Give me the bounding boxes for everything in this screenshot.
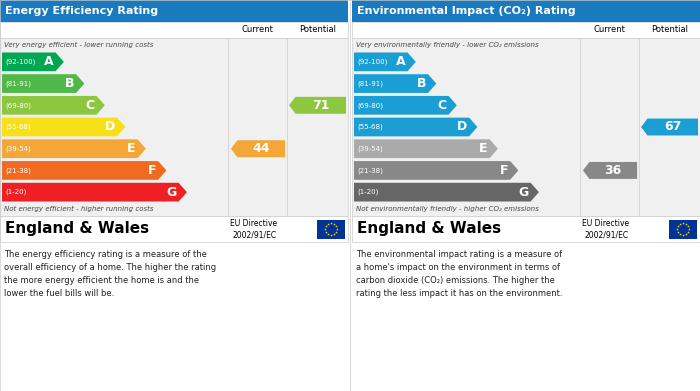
Text: 44: 44	[253, 142, 270, 155]
Text: E: E	[127, 142, 136, 155]
Text: Environmental Impact (CO₂) Rating: Environmental Impact (CO₂) Rating	[357, 6, 575, 16]
Polygon shape	[354, 118, 477, 136]
Text: (69-80): (69-80)	[357, 102, 383, 109]
Text: EU Directive
2002/91/EC: EU Directive 2002/91/EC	[230, 219, 277, 239]
Bar	[352, 22, 700, 38]
Bar	[0, 38, 348, 216]
Text: (21-38): (21-38)	[5, 167, 31, 174]
Bar	[0, 22, 348, 38]
Polygon shape	[354, 161, 519, 180]
Text: F: F	[148, 164, 156, 177]
Text: (1-20): (1-20)	[5, 189, 27, 196]
Polygon shape	[231, 140, 285, 157]
Text: G: G	[519, 186, 528, 199]
Bar	[352, 0, 700, 22]
Text: EU Directive
2002/91/EC: EU Directive 2002/91/EC	[582, 219, 629, 239]
Text: Very energy efficient - lower running costs: Very energy efficient - lower running co…	[4, 41, 153, 48]
Polygon shape	[354, 96, 457, 115]
Polygon shape	[583, 162, 637, 179]
Polygon shape	[354, 74, 436, 93]
Bar	[317, 219, 345, 239]
Text: Current: Current	[594, 25, 626, 34]
Polygon shape	[354, 183, 539, 201]
Text: England & Wales: England & Wales	[5, 221, 149, 237]
Polygon shape	[289, 97, 346, 114]
Text: C: C	[85, 99, 94, 112]
Text: (81-91): (81-91)	[5, 80, 31, 87]
Text: Potential: Potential	[651, 25, 688, 34]
Polygon shape	[2, 161, 167, 180]
Text: Very environmentally friendly - lower CO₂ emissions: Very environmentally friendly - lower CO…	[356, 41, 538, 48]
Text: (39-54): (39-54)	[5, 145, 31, 152]
Text: 67: 67	[664, 120, 682, 133]
Polygon shape	[2, 96, 105, 115]
Text: (21-38): (21-38)	[357, 167, 383, 174]
Text: 36: 36	[605, 164, 622, 177]
Text: England & Wales: England & Wales	[357, 221, 501, 237]
Polygon shape	[2, 74, 84, 93]
Text: (92-100): (92-100)	[5, 59, 36, 65]
Polygon shape	[2, 183, 187, 201]
Polygon shape	[2, 118, 125, 136]
Bar	[0, 216, 348, 242]
Text: D: D	[457, 120, 467, 133]
Text: A: A	[396, 56, 405, 68]
Text: Not environmentally friendly - higher CO₂ emissions: Not environmentally friendly - higher CO…	[356, 206, 539, 212]
Polygon shape	[354, 52, 416, 71]
Bar	[669, 219, 697, 239]
Bar	[0, 0, 348, 22]
Polygon shape	[641, 118, 698, 135]
Text: 71: 71	[312, 99, 330, 112]
Text: B: B	[416, 77, 426, 90]
Text: (69-80): (69-80)	[5, 102, 31, 109]
Text: C: C	[438, 99, 447, 112]
Text: Current: Current	[241, 25, 274, 34]
Bar	[352, 38, 700, 216]
Text: (39-54): (39-54)	[357, 145, 383, 152]
Text: Potential: Potential	[299, 25, 336, 34]
Text: (92-100): (92-100)	[357, 59, 387, 65]
Text: (55-68): (55-68)	[5, 124, 31, 130]
Text: (81-91): (81-91)	[357, 80, 383, 87]
Bar	[352, 216, 700, 242]
Text: (1-20): (1-20)	[357, 189, 379, 196]
Text: Energy Efficiency Rating: Energy Efficiency Rating	[5, 6, 158, 16]
Polygon shape	[2, 139, 146, 158]
Text: E: E	[479, 142, 488, 155]
Text: (55-68): (55-68)	[357, 124, 383, 130]
Text: The environmental impact rating is a measure of
a home's impact on the environme: The environmental impact rating is a mea…	[356, 250, 563, 298]
Polygon shape	[2, 52, 64, 71]
Text: G: G	[167, 186, 176, 199]
Polygon shape	[354, 139, 498, 158]
Text: A: A	[44, 56, 54, 68]
Text: Not energy efficient - higher running costs: Not energy efficient - higher running co…	[4, 206, 153, 212]
Text: The energy efficiency rating is a measure of the
overall efficiency of a home. T: The energy efficiency rating is a measur…	[4, 250, 216, 298]
Text: F: F	[500, 164, 508, 177]
Text: B: B	[64, 77, 74, 90]
Text: D: D	[105, 120, 115, 133]
